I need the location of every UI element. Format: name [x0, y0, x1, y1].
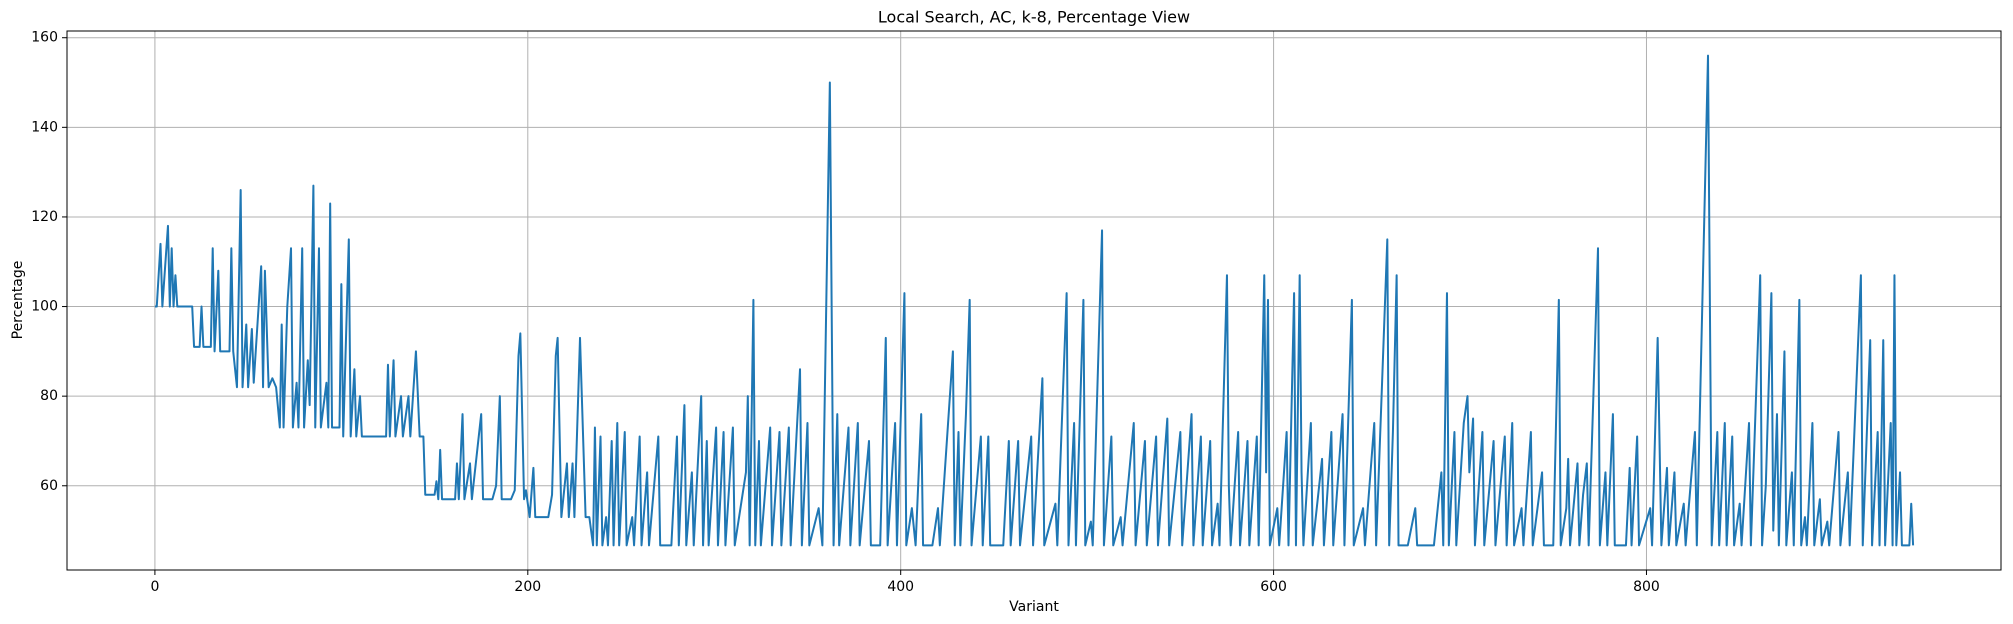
x-axis-label: Variant — [1009, 599, 1059, 615]
x-tick-label: 800 — [1633, 579, 1660, 595]
y-tick-label: 80 — [40, 388, 58, 404]
x-tick-label: 600 — [1260, 579, 1287, 595]
data-line — [154, 54, 1915, 547]
x-tick-label: 0 — [150, 579, 159, 595]
y-tick-label: 120 — [31, 209, 58, 225]
x-tick-label: 400 — [887, 579, 914, 595]
plot-frame — [66, 30, 2002, 571]
y-tick-label: 60 — [40, 478, 58, 494]
y-tick-label: 100 — [31, 299, 58, 315]
x-tick-label: 200 — [514, 579, 541, 595]
chart-title: Local Search, AC, k-8, Percentage View — [878, 8, 1190, 27]
y-tick-label: 160 — [31, 30, 58, 46]
y-axis-label: Percentage — [10, 261, 26, 340]
y-tick-label: 140 — [31, 119, 58, 135]
